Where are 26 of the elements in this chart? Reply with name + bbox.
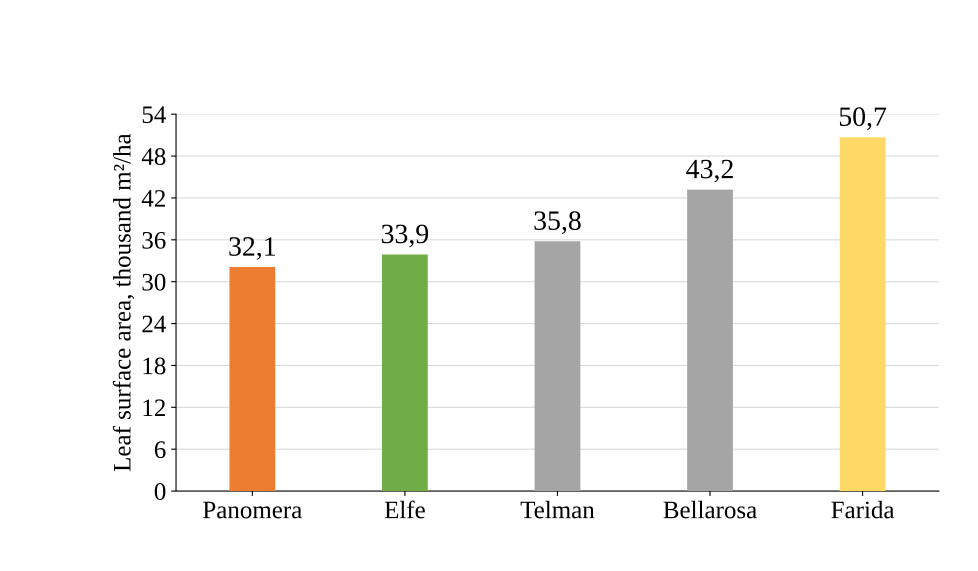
data-label: 43,2 xyxy=(686,160,733,182)
y-tick-label: 6 xyxy=(154,441,166,458)
bar xyxy=(687,190,733,492)
data-label: 33,9 xyxy=(382,224,428,248)
y-tick-label: 12 xyxy=(144,399,165,416)
y-tick-label: 48 xyxy=(142,148,166,165)
y-tick-label: 0 xyxy=(154,483,166,500)
data-label: 50,7 xyxy=(840,107,886,130)
bar xyxy=(229,267,276,492)
x-tick-label: Telman xyxy=(520,500,594,518)
y-tick-label: 54 xyxy=(142,106,166,124)
y-axis-title: Leaf surface area, thousand m²/ha xyxy=(112,134,134,472)
data-label: 32,1 xyxy=(229,237,275,260)
y-tick-label: 18 xyxy=(144,357,166,374)
y-tick-label: 24 xyxy=(142,316,166,332)
y-tick-label: 36 xyxy=(142,232,166,249)
bar xyxy=(534,241,580,492)
y-tick-label: 30 xyxy=(142,274,166,291)
bar xyxy=(840,137,886,492)
x-tick-label: Bellarosa xyxy=(664,500,757,518)
x-tick-label: Panomera xyxy=(203,502,302,518)
x-tick-label: Farida xyxy=(831,500,894,518)
x-tick-label: Elfe xyxy=(384,500,425,518)
data-label: 35,8 xyxy=(534,211,581,234)
y-tick-label: 42 xyxy=(142,190,165,207)
bar xyxy=(382,254,428,492)
